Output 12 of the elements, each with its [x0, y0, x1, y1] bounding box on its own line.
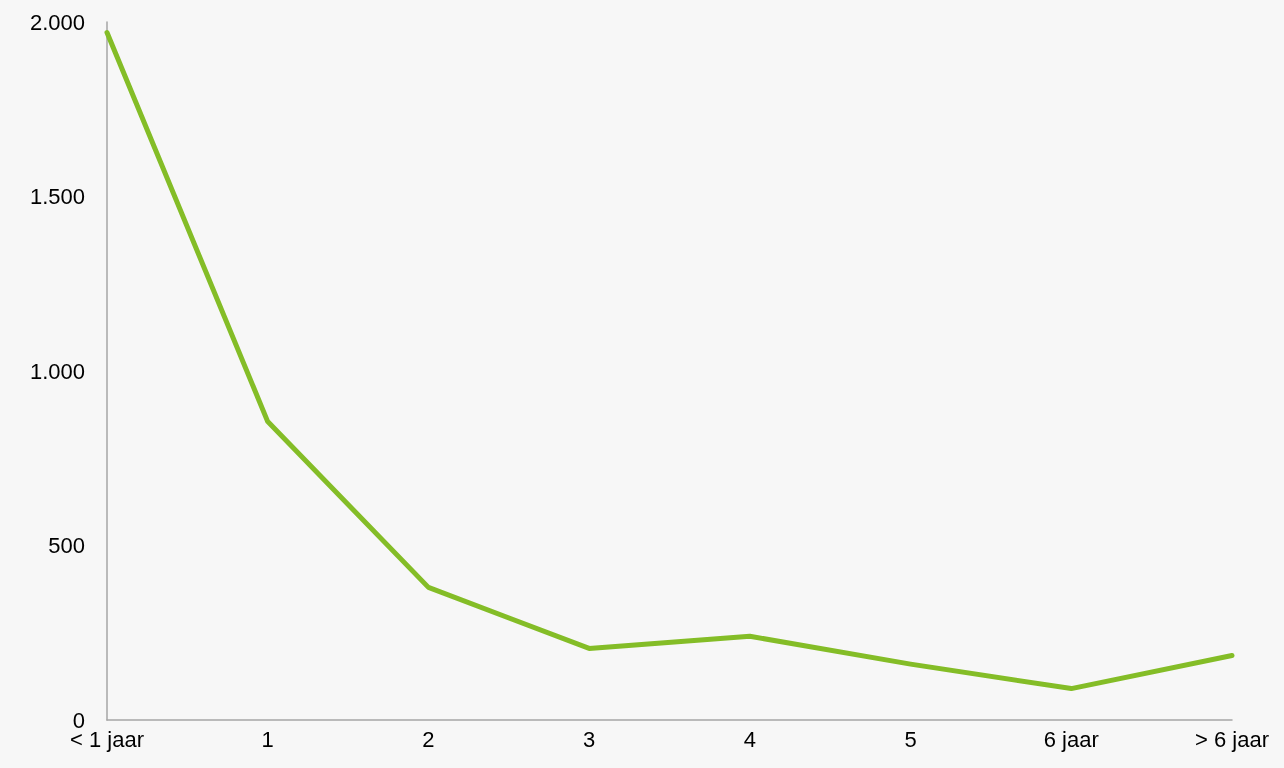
x-tick-label: 5 — [904, 726, 917, 752]
x-tick-label: 3 — [583, 726, 596, 752]
y-tick-label: 0 — [72, 707, 85, 733]
y-tick-label: 1.500 — [29, 184, 85, 209]
y-tick-label: 2.000 — [29, 9, 85, 35]
y-tick-label: 500 — [48, 533, 85, 558]
x-tick-label: 6 jaar — [1043, 726, 1099, 752]
x-tick-label: 4 — [743, 726, 756, 752]
x-tick-label: 2 — [422, 726, 435, 752]
x-tick-label: > 6 jaar — [1195, 726, 1269, 752]
x-tick-label: 1 — [261, 726, 274, 752]
y-tick-label: 1.000 — [29, 358, 85, 384]
